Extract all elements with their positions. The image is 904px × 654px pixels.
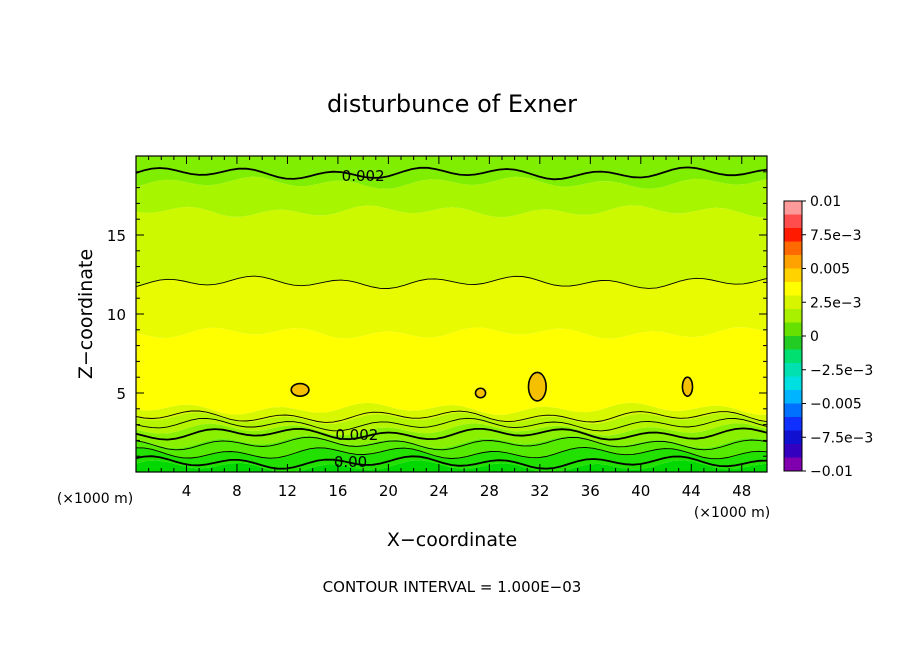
colorbar-swatch — [784, 403, 802, 418]
colorbar-swatch — [784, 349, 802, 364]
colorbar-labels: 0.01 7.5e−3 0.005 2.5e−3 0 −2.5e−3 −0.005 −7.5e… — [802, 194, 873, 480]
colorbar-label: −0.01 — [810, 464, 853, 480]
closed-contour-3 — [681, 376, 694, 397]
colorbar-swatches — [784, 201, 802, 472]
contour-label-0: 0.002 — [342, 167, 385, 185]
colorbar-swatch — [784, 201, 802, 215]
colorbar-swatch — [784, 430, 802, 445]
colorbar-swatch — [784, 268, 802, 283]
contour-line-6 — [136, 446, 767, 460]
closed-contour-0 — [290, 382, 310, 397]
x-tick-label: 8 — [232, 482, 242, 500]
contour-band-7 — [136, 276, 767, 339]
y-axis-ticks: 5 10 15 — [107, 171, 767, 457]
colorbar-swatch — [784, 376, 802, 391]
closed-contour-2 — [527, 371, 547, 402]
x-tick-label: 24 — [429, 482, 448, 500]
colorbar-label: −2.5e−3 — [810, 363, 873, 379]
colorbar-swatch — [784, 255, 802, 269]
contour-label-2: 0.00 — [334, 453, 367, 471]
x-tick-label: 4 — [182, 482, 192, 500]
contour-labels: 0.002 0.002 0.00 — [334, 167, 385, 471]
colorbar-swatch — [784, 241, 802, 256]
x-axis-label: X−coordinate — [387, 529, 517, 551]
contour-line-4 — [136, 427, 767, 441]
colorbar-swatch — [784, 444, 802, 458]
contour-interval-note: CONTOUR INTERVAL = 1.000E−03 — [323, 578, 582, 596]
x-axis-ticks: 4 8 12 16 20 24 28 32 36 40 44 48 — [148, 156, 755, 500]
colorbar-swatch — [784, 309, 802, 323]
x-tick-label: 32 — [530, 482, 549, 500]
closed-contours — [290, 371, 694, 402]
colorbar-label: −0.005 — [810, 397, 862, 413]
x-unit-right: (×1000 m) — [694, 505, 770, 521]
contour-band-6 — [136, 327, 767, 415]
colorbar: 0.01 7.5e−3 0.005 2.5e−3 0 −2.5e−3 −0.005 −7.5e… — [783, 194, 873, 480]
contour-lines — [136, 166, 767, 470]
contour-band-8 — [136, 205, 767, 289]
contour-band-0 — [136, 460, 767, 472]
colorbar-swatch — [784, 282, 802, 296]
contour-line-0 — [136, 166, 767, 181]
colorbar-swatch — [784, 417, 802, 431]
x-tick-label: 28 — [480, 482, 499, 500]
contour-line-1 — [136, 275, 767, 289]
colorbar-label: 0.01 — [810, 194, 841, 210]
x-tick-label: 44 — [682, 482, 701, 500]
colorbar-label: 0 — [810, 329, 819, 345]
colorbar-label: 2.5e−3 — [810, 295, 862, 311]
colorbar-swatch — [784, 363, 802, 377]
y-tick-label: 15 — [107, 227, 126, 245]
x-tick-label: 36 — [581, 482, 600, 500]
x-tick-label: 16 — [328, 482, 347, 500]
chart-title: disturbunce of Exner — [327, 90, 577, 118]
contour-band-9 — [136, 176, 767, 218]
contour-line-3 — [136, 417, 767, 432]
colorbar-swatch — [784, 457, 802, 472]
colorbar-swatch — [784, 390, 802, 404]
colorbar-swatch — [784, 295, 802, 310]
x-tick-label: 12 — [278, 482, 297, 500]
contour-label-1: 0.002 — [335, 426, 378, 444]
closed-contour-1 — [474, 387, 487, 399]
contour-line-2 — [136, 410, 767, 423]
contour-line-7 — [136, 455, 767, 470]
x-unit-left: (×1000 m) — [57, 491, 133, 507]
contour-line-5 — [136, 436, 767, 451]
colorbar-swatch — [784, 228, 802, 242]
x-tick-label: 48 — [732, 482, 751, 500]
colorbar-swatch — [784, 336, 802, 350]
colorbar-label: 0.005 — [810, 262, 850, 278]
y-tick-label: 5 — [116, 385, 126, 403]
y-axis-label: Z−coordinate — [75, 249, 97, 379]
x-tick-label: 40 — [631, 482, 650, 500]
colorbar-label: −7.5e−3 — [810, 430, 873, 446]
y-tick-label: 10 — [107, 306, 126, 324]
colorbar-swatch — [784, 214, 802, 229]
colorbar-label: 7.5e−3 — [810, 228, 862, 244]
x-tick-label: 20 — [379, 482, 398, 500]
colorbar-swatch — [784, 322, 802, 337]
